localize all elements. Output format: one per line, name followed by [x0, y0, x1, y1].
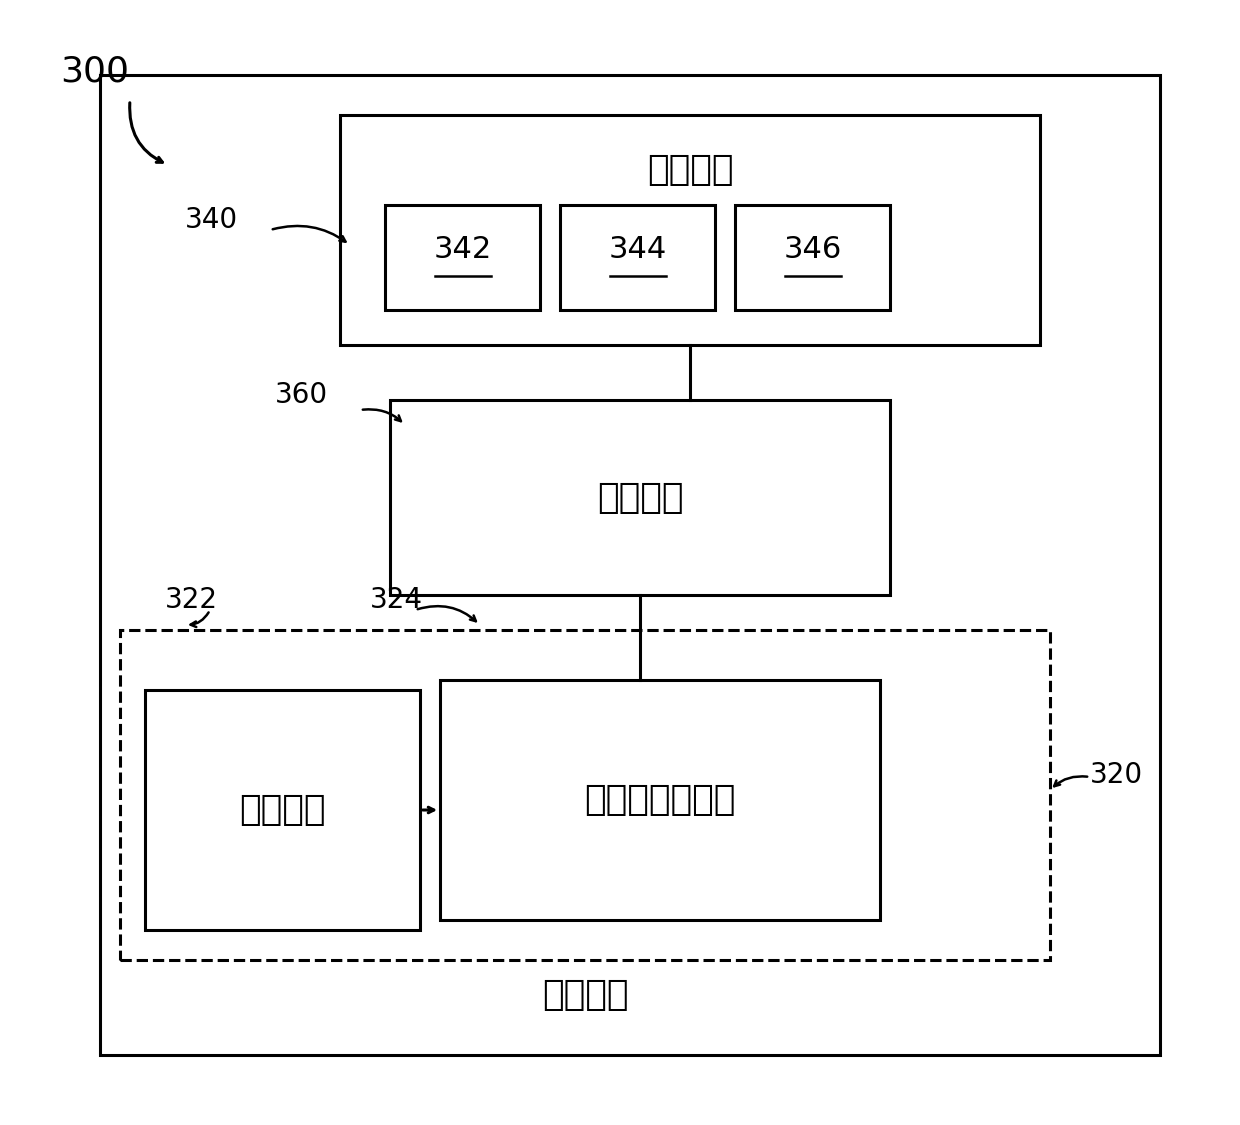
Bar [560, 205, 715, 310]
Text: 344: 344 [609, 235, 667, 264]
Text: 光学模块: 光学模块 [542, 978, 629, 1012]
Text: 320: 320 [1090, 760, 1143, 789]
Bar [384, 205, 539, 310]
Bar [735, 205, 890, 310]
Text: 控制单元: 控制单元 [596, 480, 683, 514]
Text: 360: 360 [275, 381, 329, 409]
Bar [340, 115, 1040, 345]
Text: 相机单元: 相机单元 [239, 793, 326, 827]
Text: 342: 342 [433, 235, 491, 264]
Text: 闪光模块: 闪光模块 [647, 153, 733, 187]
Bar [145, 690, 420, 930]
Text: 300: 300 [60, 55, 129, 89]
Bar [391, 400, 890, 595]
Text: 322: 322 [165, 586, 218, 614]
Text: 白平衡计算单元: 白平衡计算单元 [584, 783, 735, 817]
Bar [120, 630, 1050, 960]
Text: 346: 346 [784, 235, 842, 264]
Bar [440, 680, 880, 920]
Text: 324: 324 [370, 586, 423, 614]
Text: 340: 340 [185, 206, 238, 234]
Bar [100, 75, 1159, 1055]
